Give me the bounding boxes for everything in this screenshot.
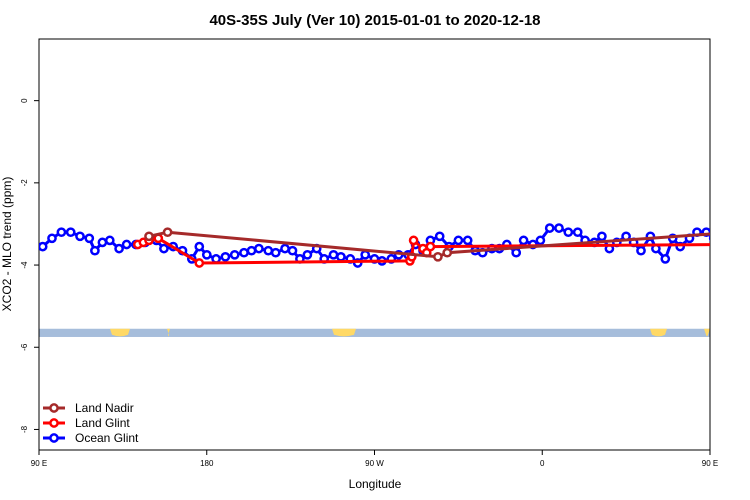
land-blob-nz [110,328,130,337]
data-point [742,237,749,244]
legend-marker [49,433,59,443]
legend-label: Ocean Glint [75,431,139,445]
y-axis: 0 -2 -4 -6 -8 [20,98,39,433]
land-blob-tasmania [650,328,667,337]
data-point [75,231,85,242]
y-tick-label: -2 [20,179,29,187]
data-point [733,239,740,246]
land-blob-chatham [167,328,170,337]
data-point [254,243,264,254]
data-point [302,249,313,260]
data-point [56,227,67,238]
data-point [336,251,346,262]
data-point [328,249,339,260]
legend-item: Land Nadir [43,401,134,415]
data-point [270,247,281,258]
y-tick-label: 0 [20,98,29,103]
data-point [220,251,231,262]
data-point [453,235,464,246]
data-point [725,247,732,254]
y-axis-label: XCO2 - MLO trend (ppm) [0,177,14,312]
data-point [114,243,124,254]
data-point [725,237,732,244]
data-point [263,245,274,256]
land-ocean-band [39,328,710,337]
x-axis: 90 E 180 90 W 0 90 E [31,450,718,468]
x-axis-label: Longitude [349,477,402,491]
legend-label: Land Nadir [75,401,134,415]
data-point [84,233,95,244]
data-point [636,245,646,256]
data-point [733,229,740,236]
data-point [65,227,76,238]
data-point [162,227,173,238]
data-point [360,249,371,260]
legend-label: Land Glint [75,416,130,430]
data-point [104,235,115,246]
y-tick-label: -6 [20,343,29,351]
data-point [535,235,546,246]
data-point [239,247,249,258]
data-point [425,241,436,252]
data-point [97,237,108,248]
data-point [194,258,205,268]
data-point [597,231,607,242]
chart-title: 40S-35S July (Ver 10) 2015-01-01 to 2020… [209,12,540,29]
data-point [144,231,154,242]
data-point [511,247,522,258]
ocean-band [39,328,710,337]
data-point [246,245,257,256]
x-tick-label: 180 [200,459,214,468]
data-point [201,249,212,260]
x-tick-label: 90 E [702,459,718,468]
data-point [229,249,240,260]
data-point [194,241,205,252]
legend-marker [49,403,59,413]
y-tick-label: -4 [20,261,29,269]
data-point [462,235,473,246]
data-point [718,235,725,242]
data-point [544,223,555,233]
land-blob-nz-edge [704,328,710,337]
data-point [287,245,298,256]
data-point [660,254,671,264]
series-layer [39,223,749,268]
data-point [708,235,710,242]
land-blob-south-america [332,328,356,337]
data-point [563,227,574,238]
series-land-nadir [144,227,740,262]
data-point [572,227,583,238]
data-point [39,241,48,252]
data-point [518,235,529,246]
data-point [433,251,443,262]
data-point [280,243,290,254]
legend-item: Land Glint [43,416,130,430]
data-point [716,241,723,248]
x-tick-label: 90 W [365,459,384,468]
y-tick-label: -8 [20,425,29,433]
x-tick-label: 0 [540,459,545,468]
data-point [442,247,453,258]
data-point [159,243,169,254]
data-point [47,233,57,244]
x-tick-label: 90 E [31,459,47,468]
data-point [554,223,564,233]
data-point [408,235,419,246]
data-point [90,245,100,256]
legend-item: Ocean Glint [43,431,139,445]
data-point [434,231,445,242]
legend-marker [49,418,59,428]
data-point [121,239,132,250]
